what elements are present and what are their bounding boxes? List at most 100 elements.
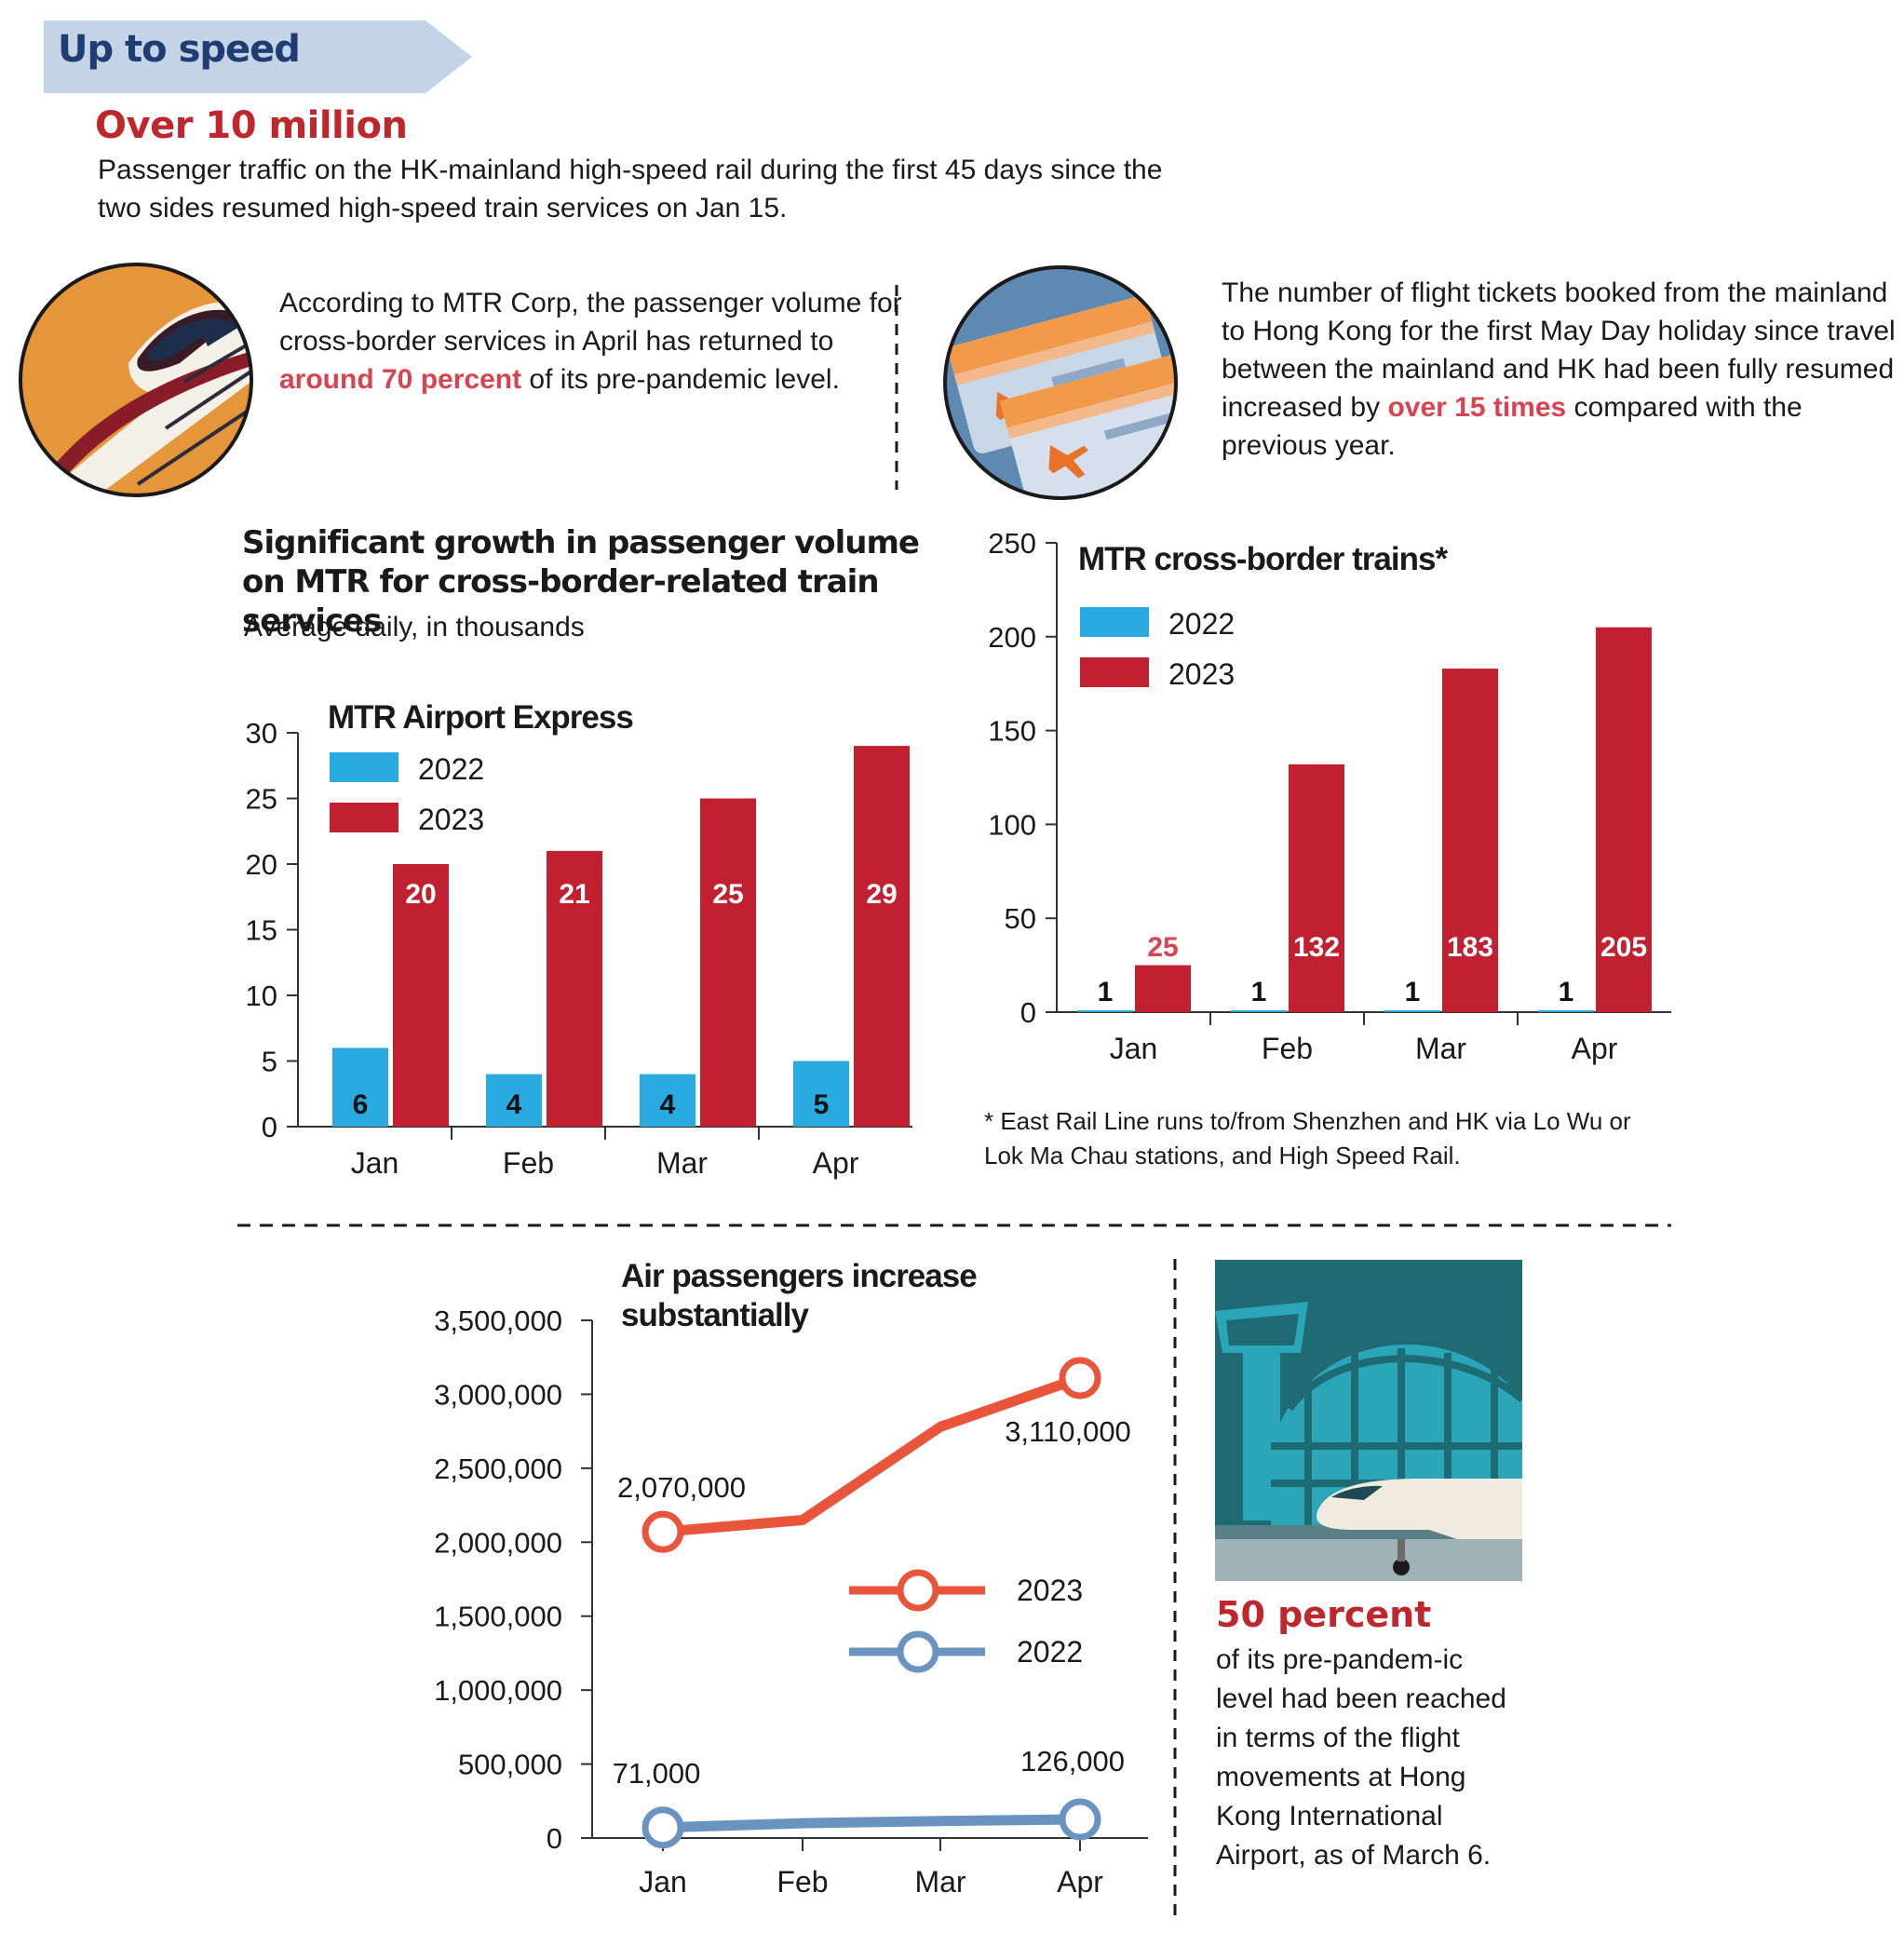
point-marker-2023-Apr	[1059, 1357, 1101, 1399]
chart-title: MTR cross-border trains*	[1078, 541, 1448, 577]
y-tick-label: 3,500,000	[434, 1304, 562, 1337]
bar-2023-Mar	[1442, 669, 1498, 1012]
y-tick-label: 1,500,000	[434, 1601, 562, 1633]
bar-2023-Apr	[1596, 627, 1652, 1012]
x-tick-label: Feb	[503, 1146, 554, 1180]
airport-terminal-illustration	[1215, 1260, 1522, 1581]
flight-tickets-icon	[943, 265, 1178, 500]
point-label-2023-Jan: 2,070,000	[617, 1471, 746, 1504]
y-tick-label: 100	[988, 808, 1036, 841]
flight-note-highlight: over 15 times	[1387, 392, 1567, 423]
y-tick-label: 2,500,000	[434, 1453, 562, 1485]
bar-2023-Mar	[700, 798, 756, 1127]
x-tick-label: Jan	[1110, 1032, 1158, 1065]
flight-note-text-end: compared with the previous year.	[1222, 392, 1803, 461]
headline-stat: Over 10 million	[95, 104, 408, 147]
bar-2022-Mar	[640, 1074, 695, 1127]
banner-title: Up to speed	[58, 28, 301, 71]
y-tick-label: 3,000,000	[434, 1378, 562, 1411]
bar-2022-Apr	[1538, 1009, 1594, 1012]
y-tick-label: 1,000,000	[434, 1674, 562, 1707]
legend-marker-2023	[897, 1569, 939, 1612]
legend-label-2022: 2022	[1017, 1635, 1083, 1669]
cross-border-footnote: * East Rail Line runs to/from Shenzhen a…	[984, 1107, 1631, 1169]
data-label-2022-Mar: 4	[660, 1089, 676, 1120]
y-tick-label: 50	[1005, 902, 1036, 935]
data-label-2022-Feb: 1	[1251, 977, 1267, 1007]
flight-tickets-note: The number of flight tickets booked from…	[1222, 274, 1901, 465]
series-line-2022	[657, 1814, 1086, 1833]
y-tick-label: 10	[246, 980, 277, 1012]
series-line-2023	[657, 1372, 1086, 1537]
chart-title: MTR Airport Express	[328, 699, 633, 736]
legend-label-2023: 2023	[418, 803, 484, 836]
headline-description: Passenger traffic on the HK-mainland hig…	[98, 155, 1163, 223]
point-label-2022-Apr: 126,000	[1020, 1745, 1125, 1778]
y-tick-label: 2,000,000	[434, 1526, 562, 1559]
y-tick-label: 15	[246, 914, 277, 947]
bar-2023-Jan	[1135, 965, 1191, 1012]
airport-stat-body: of its pre-pandem-ic level had been reac…	[1216, 1644, 1506, 1871]
x-tick-label: Feb	[776, 1865, 828, 1899]
point-label-2022-Jan: 71,000	[613, 1757, 701, 1790]
x-tick-label: Mar	[656, 1146, 708, 1180]
x-tick-label: Mar	[1415, 1032, 1466, 1065]
data-label-2023-Jan: 20	[405, 879, 436, 910]
high-speed-train-icon	[19, 263, 253, 497]
bar-section-title: Significant growth in passenger volume o…	[242, 524, 920, 640]
y-tick-label: 0	[262, 1111, 277, 1143]
y-tick-label: 500,000	[458, 1749, 562, 1781]
bar-2022-Jan	[1077, 1009, 1133, 1012]
legend-label-2022: 2022	[418, 752, 484, 786]
data-label-2022-Jan: 6	[353, 1089, 369, 1120]
data-label-2022-Apr: 5	[814, 1089, 830, 1120]
data-label-2022-Jan: 1	[1098, 977, 1114, 1007]
legend-label-2022: 2022	[1168, 607, 1235, 641]
legend-swatch-2023	[330, 803, 398, 832]
data-label-2023-Feb: 21	[559, 879, 589, 910]
data-label-2023-Jan: 25	[1147, 932, 1178, 963]
bar-2022-Apr	[793, 1061, 849, 1127]
bar-2023-Jan	[393, 864, 449, 1127]
data-label-2023-Feb: 132	[1293, 932, 1340, 963]
x-tick-label: Jan	[351, 1146, 399, 1180]
legend-label-2023: 2023	[1168, 657, 1235, 691]
bar-2022-Feb	[1231, 1009, 1287, 1012]
legend-swatch-2023	[1080, 657, 1149, 687]
chart-title: Air passengers increase	[621, 1258, 977, 1294]
y-tick-label: 150	[988, 715, 1036, 748]
bottom-divider	[1173, 1259, 1177, 1920]
data-label-2023-Apr: 205	[1600, 932, 1647, 963]
data-label-2022-Apr: 1	[1559, 977, 1574, 1007]
x-tick-label: Apr	[813, 1146, 859, 1180]
point-marker-2023-Jan	[641, 1510, 684, 1553]
y-tick-label: 200	[988, 621, 1036, 654]
flight-note-text: The number of flight tickets booked from…	[1222, 277, 1896, 423]
y-tick-label: 0	[1020, 996, 1036, 1029]
point-marker-2022-Apr	[1059, 1798, 1101, 1841]
bar-2023-Apr	[854, 746, 910, 1127]
rail-note-text: According to MTR Corp, the passenger vol…	[279, 288, 902, 357]
bar-2023-Feb	[547, 850, 602, 1127]
y-tick-label: 5	[262, 1046, 277, 1078]
y-tick-label: 30	[246, 717, 277, 750]
bar-2022-Mar	[1384, 1009, 1440, 1012]
bar-section-subtitle: Average daily, in thousands	[244, 612, 585, 642]
y-tick-label: 20	[246, 848, 277, 881]
y-tick-label: 25	[246, 783, 277, 816]
top-divider	[895, 285, 898, 490]
airport-stat-title: 50 percent	[1216, 1594, 1432, 1635]
data-label-2022-Feb: 4	[506, 1089, 522, 1120]
x-tick-label: Apr	[1572, 1032, 1618, 1065]
data-label-2022-Mar: 1	[1405, 977, 1421, 1007]
middle-divider	[237, 1223, 1671, 1227]
y-tick-label: 0	[547, 1822, 562, 1855]
section-banner	[44, 20, 472, 93]
legend-swatch-2022	[330, 752, 398, 782]
legend-marker-2022	[897, 1630, 939, 1673]
x-tick-label: Jan	[639, 1865, 687, 1899]
point-marker-2022-Jan	[641, 1806, 684, 1849]
x-tick-label: Mar	[914, 1865, 966, 1899]
bar-2022-Jan	[332, 1048, 388, 1127]
x-tick-label: Feb	[1262, 1032, 1313, 1065]
